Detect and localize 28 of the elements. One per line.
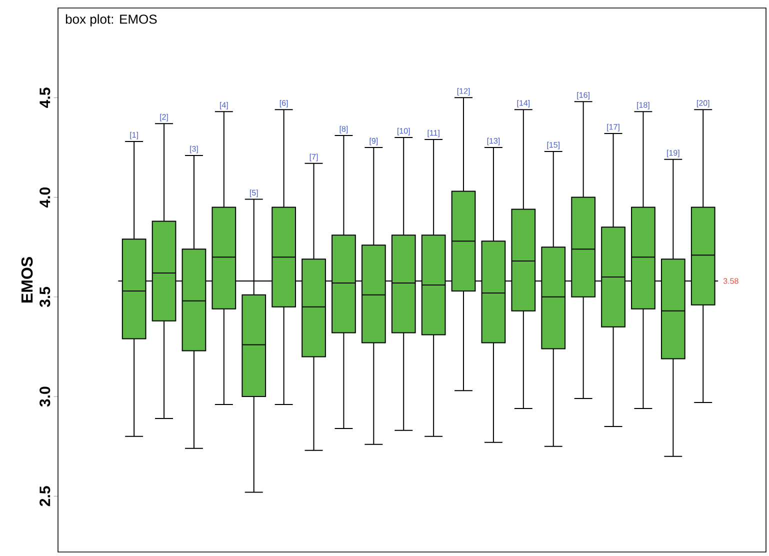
x-tick-label: [12] [457, 88, 470, 96]
chart-title: box plot: EMOS [66, 14, 157, 26]
x-tick-label: [1] [130, 132, 138, 140]
x-tick-label: [17] [607, 124, 620, 132]
x-tick-label: [20] [697, 100, 710, 108]
x-tick-label: [18] [637, 102, 650, 110]
x-tick-label: [13] [487, 138, 500, 146]
x-tick-label: [6] [280, 100, 288, 108]
x-tick-label: [9] [370, 138, 378, 146]
x-tick-label: [7] [310, 154, 318, 162]
y-axis-title: EMOS [21, 257, 33, 302]
x-tick-label: [5] [250, 190, 258, 198]
x-tick-label: [14] [517, 100, 530, 108]
x-tick-label: [4] [220, 102, 228, 110]
x-tick-label: [2] [160, 114, 168, 122]
x-tick-label: [10] [398, 128, 410, 136]
x-tick-label: [19] [667, 150, 680, 158]
x-tick-label: [15] [547, 142, 560, 150]
ref-line-label: 3.58 [723, 278, 738, 284]
y-tick-label: 4.0 [40, 187, 50, 208]
x-tick-label: [3] [190, 146, 198, 154]
y-tick-label: 2.5 [40, 486, 50, 506]
y-tick-label: 3.0 [40, 386, 50, 407]
x-tick-label: [8] [340, 126, 348, 134]
y-tick-label: 3.5 [40, 286, 50, 308]
x-tick-label: [11] [428, 130, 440, 138]
x-tick-label: [16] [577, 92, 590, 100]
y-tick-label: 4.5 [40, 88, 50, 108]
